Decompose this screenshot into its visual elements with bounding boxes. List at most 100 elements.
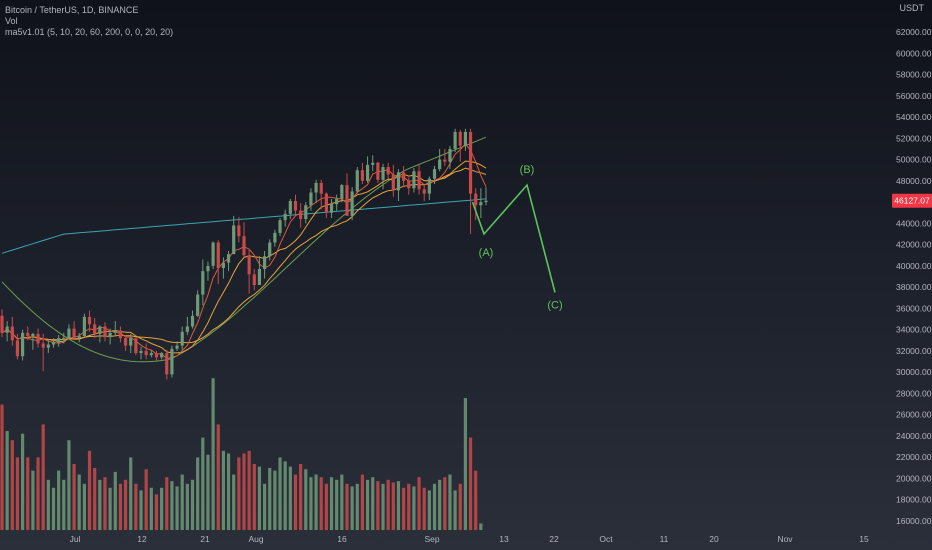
- volume-bar: [20, 433, 25, 530]
- y-tick-label: 24000.00: [896, 431, 932, 441]
- volume-bar: [129, 457, 133, 530]
- volume-bar: [180, 474, 184, 530]
- candle-body: [98, 326, 102, 334]
- y-tick-label: 16000.00: [896, 516, 932, 526]
- elliott-wave-projection: [471, 183, 556, 293]
- candle-body: [299, 210, 303, 220]
- candle-body: [242, 236, 246, 256]
- y-tick-label: 32000.00: [896, 346, 932, 356]
- candle-body: [175, 345, 179, 349]
- current-price-tag: [892, 193, 932, 208]
- volume-bar: [77, 474, 81, 530]
- volume-bar: [355, 483, 359, 530]
- volume-bar: [314, 474, 318, 530]
- volume-bar: [417, 477, 421, 530]
- volume-bar: [36, 457, 40, 530]
- candle-body: [10, 326, 14, 341]
- volume-bar: [360, 474, 365, 530]
- volume-bar: [396, 481, 401, 530]
- x-tick-label: Oct: [599, 534, 613, 544]
- candle-body: [484, 200, 488, 203]
- volume-bar: [299, 464, 303, 530]
- candle-body: [26, 332, 30, 337]
- volume-bar: [41, 424, 45, 530]
- candle-body: [149, 353, 153, 356]
- volume-bar: [273, 470, 277, 530]
- candle-body: [129, 338, 133, 346]
- candle-body: [15, 340, 20, 357]
- volume-bar: [190, 479, 195, 530]
- candle-body: [118, 330, 123, 339]
- y-tick-label: 56000.00: [896, 91, 932, 101]
- candle-body: [226, 254, 231, 263]
- volume-bar: [113, 471, 117, 530]
- candle-body: [417, 171, 421, 190]
- volume-bar: [149, 487, 153, 530]
- y-tick-label: 54000.00: [896, 112, 932, 122]
- candle-body: [0, 315, 4, 333]
- y-tick-label: 36000.00: [896, 303, 932, 313]
- candle-body: [278, 220, 282, 233]
- candle-body: [293, 201, 298, 211]
- y-tick-label: 60000.00: [896, 48, 932, 58]
- y-tick-label: 30000.00: [896, 367, 932, 377]
- volume-bar: [438, 479, 442, 530]
- candle-body: [170, 348, 174, 375]
- candle-body: [438, 159, 442, 170]
- symbol-title[interactable]: Bitcoin / TetherUS, 1D, BINANCE: [5, 5, 139, 15]
- volume-bar: [335, 479, 339, 530]
- volume-bar: [453, 490, 457, 530]
- candle-body: [479, 202, 483, 206]
- volume-bar: [283, 461, 287, 530]
- volume-bar: [278, 457, 282, 530]
- currency-label: USDT: [899, 3, 925, 13]
- volume-bar: [252, 464, 256, 530]
- volume-bar: [226, 453, 231, 530]
- candle-body: [386, 167, 390, 175]
- volume-bar: [87, 450, 92, 530]
- candle-body: [288, 201, 292, 214]
- candle-body: [211, 242, 215, 266]
- candle-body: [41, 343, 45, 348]
- y-tick-label: 26000.00: [896, 410, 932, 420]
- candle-body: [283, 213, 287, 221]
- candle-body: [319, 182, 323, 194]
- candle-body: [345, 185, 349, 216]
- volume-bar: [463, 398, 468, 530]
- ma-indicator-label[interactable]: ma5v1.01 (5, 10, 20, 60, 200, 0, 0, 20, …: [5, 27, 174, 37]
- candle-body: [427, 178, 431, 194]
- volume-bar: [139, 490, 143, 530]
- candle-body: [206, 265, 210, 272]
- x-tick-label: 16: [337, 534, 347, 544]
- wave-label: (B): [520, 164, 535, 176]
- candle-body: [216, 242, 220, 268]
- wave-label: (C): [547, 299, 562, 311]
- y-tick-label: 34000.00: [896, 325, 932, 335]
- volume-bar: [412, 486, 416, 530]
- volume-bar: [232, 474, 236, 530]
- y-tick-label: 62000.00: [896, 27, 932, 37]
- volume-bar: [15, 457, 20, 530]
- candle-body: [77, 336, 81, 339]
- candle-body: [196, 294, 200, 316]
- ma200-line: [1, 198, 487, 254]
- volume-bar: [319, 477, 323, 530]
- candle-body: [335, 198, 339, 205]
- candle-body: [160, 353, 164, 358]
- volume-bar: [304, 469, 308, 530]
- candle-body: [62, 338, 66, 340]
- x-tick-label: Sep: [424, 534, 439, 544]
- volume-indicator-label[interactable]: Vol: [5, 16, 18, 26]
- candle-body: [458, 131, 462, 146]
- candle-body: [201, 271, 205, 295]
- x-tick-label: 22: [549, 534, 559, 544]
- volume-bar: [402, 487, 406, 530]
- y-tick-label: 28000.00: [896, 388, 932, 398]
- volume-bar: [247, 450, 251, 530]
- candle-body: [324, 193, 328, 213]
- volume-bar: [268, 467, 272, 530]
- candle-body: [304, 205, 308, 220]
- volume-bar: [376, 481, 380, 530]
- candle-body: [360, 170, 365, 181]
